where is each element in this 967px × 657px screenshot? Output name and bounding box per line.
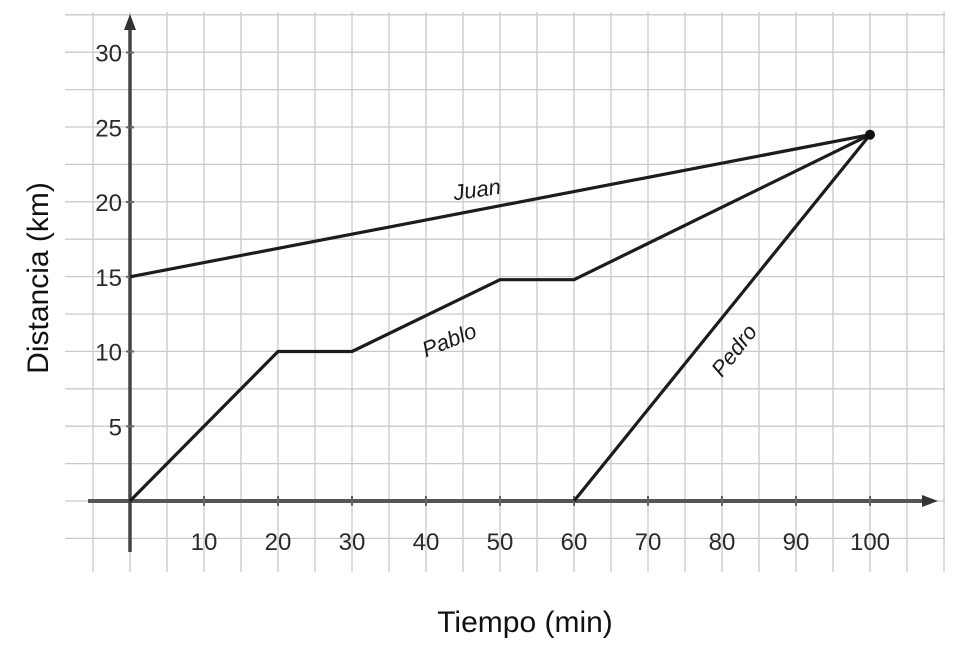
x-axis-title: Tiempo (min) — [437, 606, 613, 639]
x-tick-label: 70 — [635, 529, 662, 556]
x-tick-label: 80 — [709, 529, 736, 556]
x-tick-label: 20 — [265, 529, 292, 556]
axes — [88, 14, 938, 552]
grid — [65, 12, 945, 572]
y-tick-label: 15 — [95, 265, 122, 292]
x-tick-label: 100 — [850, 529, 890, 556]
series-lines — [128, 129, 875, 503]
y-tick-label: 10 — [95, 340, 122, 367]
y-tick-label: 20 — [95, 190, 122, 217]
y-axis-arrow-icon — [124, 14, 136, 30]
y-tick-label: 5 — [109, 414, 122, 441]
x-tick-label: 50 — [487, 529, 514, 556]
x-axis-arrow-icon — [922, 495, 938, 507]
series-line-pablo — [128, 133, 871, 503]
meeting-point-marker — [865, 129, 875, 140]
x-tick-label: 10 — [191, 529, 218, 556]
x-tick-label: 60 — [561, 529, 588, 556]
series-label-pablo: Pablo — [418, 318, 480, 362]
series-label-juan: Juan — [451, 174, 503, 206]
y-axis-title: Distancia (km) — [22, 182, 55, 374]
x-tick-label: 40 — [413, 529, 440, 556]
y-tick-label: 30 — [95, 41, 122, 68]
x-tick-label: 30 — [339, 529, 366, 556]
series-line-juan — [129, 133, 871, 279]
y-tick-label: 25 — [95, 115, 122, 142]
tick-labels: 10 20 30 40 50 60 70 80 90 100 5 10 15 20 25 30 — [95, 41, 890, 557]
series-line-pedro — [572, 133, 872, 503]
x-tick-label: 90 — [783, 529, 810, 556]
